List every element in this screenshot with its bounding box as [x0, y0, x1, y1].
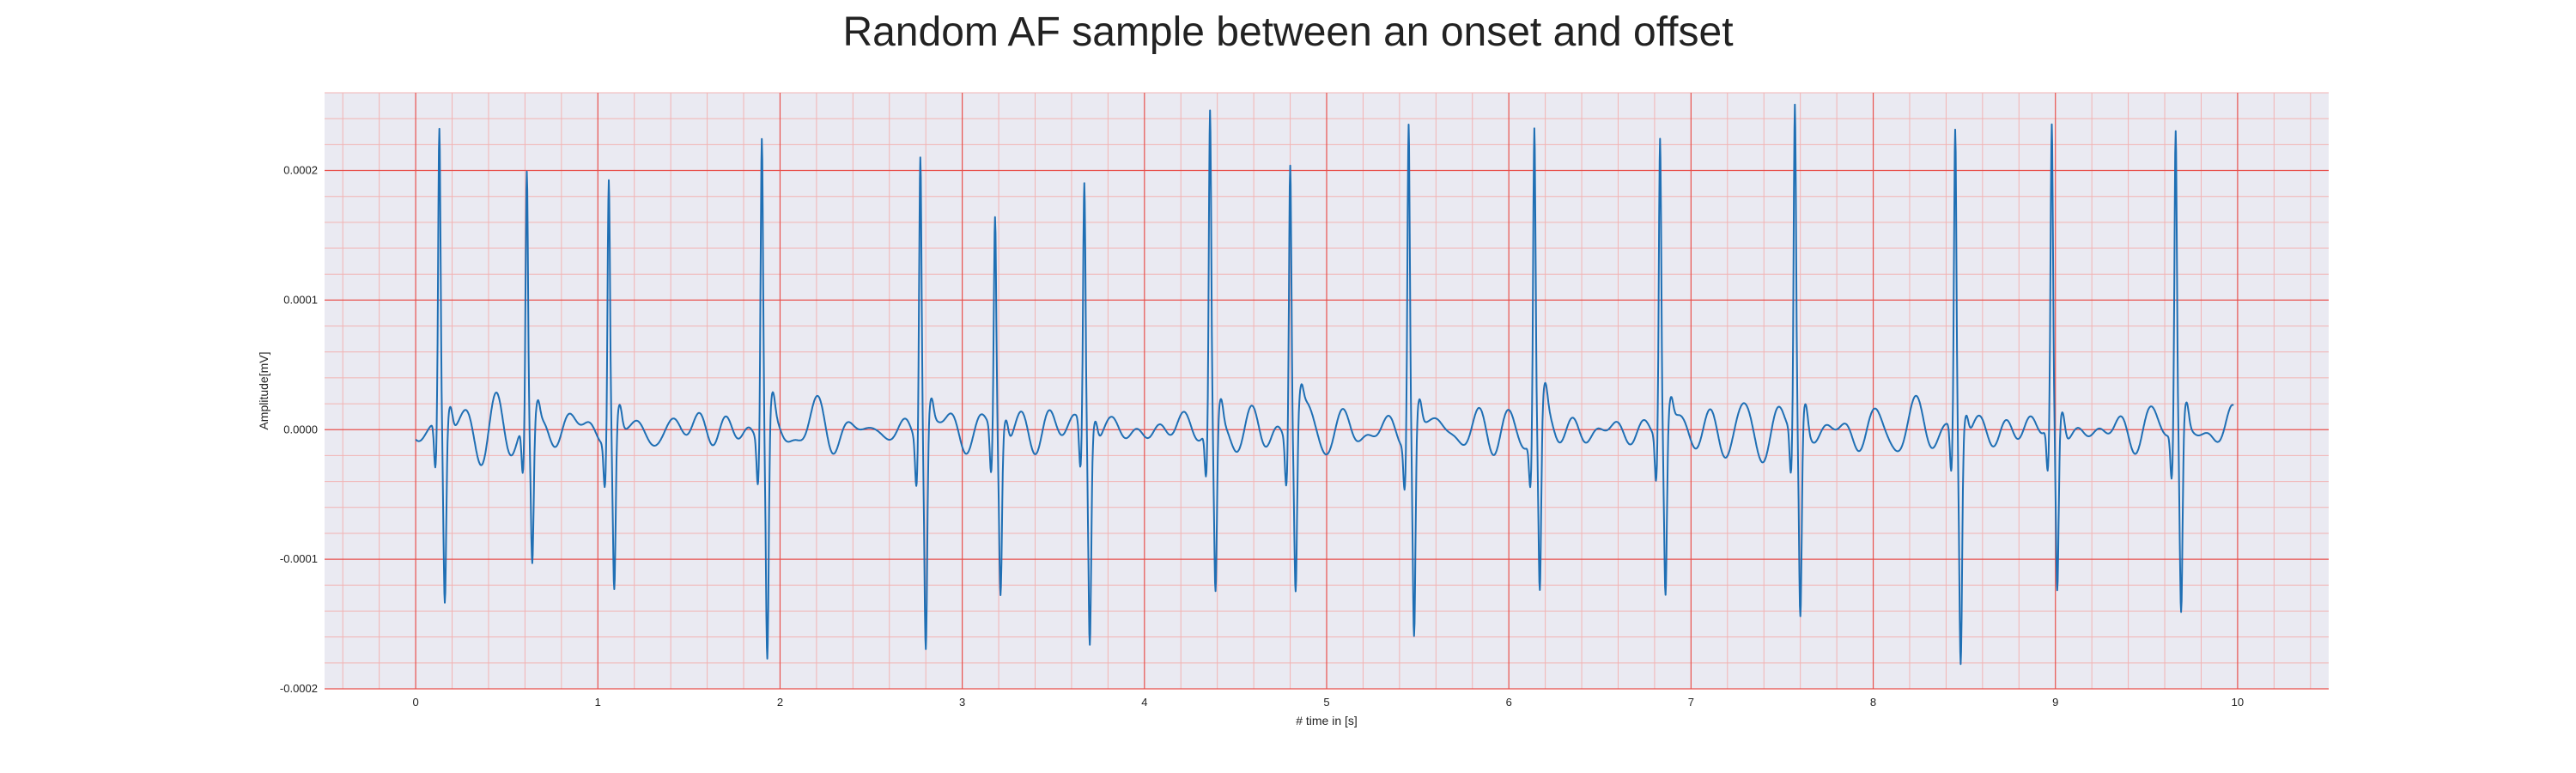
- major-grid: [325, 93, 2329, 690]
- x-tick-label: 9: [2052, 696, 2058, 709]
- y-tick-label: -0.0002: [280, 682, 318, 695]
- x-tick-label: 5: [1323, 696, 1329, 709]
- x-tick-label: 1: [595, 696, 601, 709]
- x-tick-labels: 0 1 2 3 4 5 6 7 8 9 10: [412, 696, 2244, 709]
- signal-line: [415, 103, 2234, 666]
- x-tick-label: 4: [1141, 696, 1147, 709]
- x-tick-label: 3: [959, 696, 965, 709]
- y-tick-label: -0.0001: [280, 552, 318, 565]
- series-group: [415, 103, 2234, 666]
- x-tick-label: 10: [2232, 696, 2244, 709]
- y-tick-label: 0.0000: [283, 423, 318, 435]
- y-tick-label: 0.0001: [283, 293, 318, 306]
- x-tick-label: 0: [412, 696, 418, 709]
- y-tick-label: 0.0002: [283, 164, 318, 177]
- x-axis-label: # time in [s]: [1296, 714, 1358, 727]
- x-tick-label: 6: [1506, 696, 1512, 709]
- y-tick-labels: -0.0002 -0.0001 0.0000 0.0001 0.0002: [280, 164, 318, 695]
- x-tick-label: 2: [777, 696, 783, 709]
- y-axis-label: Amplitude[mV]: [257, 351, 270, 429]
- chart-title: Random AF sample between an onset and of…: [842, 9, 1734, 55]
- x-tick-label: 7: [1688, 696, 1694, 709]
- x-tick-label: 8: [1870, 696, 1876, 709]
